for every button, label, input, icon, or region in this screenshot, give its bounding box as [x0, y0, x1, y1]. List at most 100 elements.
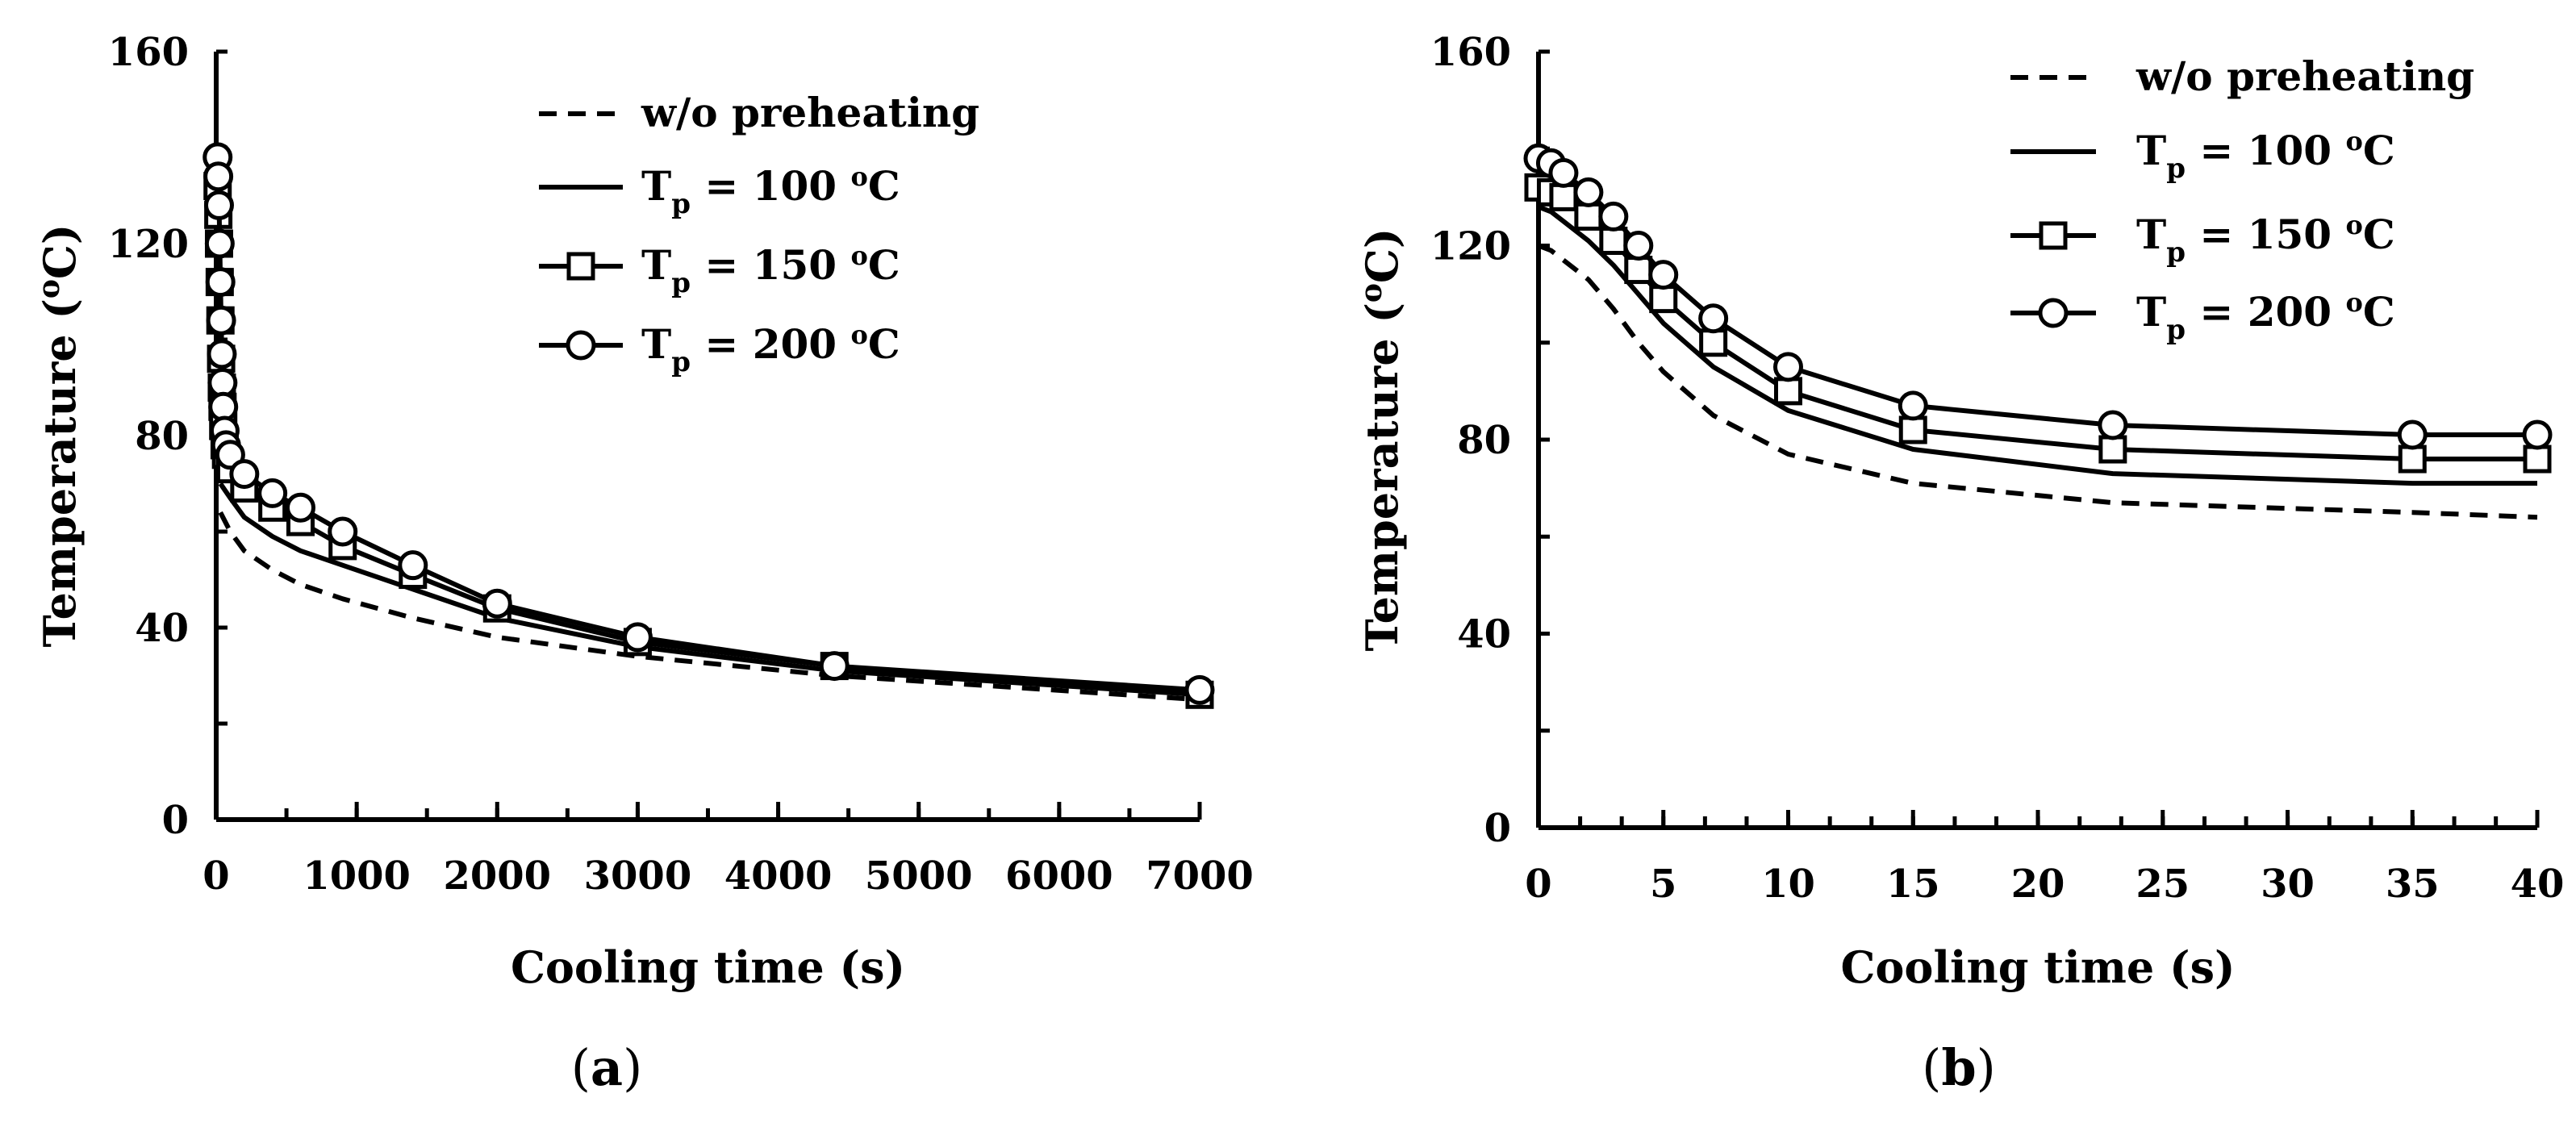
data-point-circle: [1698, 303, 1729, 334]
data-point-circle: [1184, 674, 1215, 705]
x-tick-label: 25: [2136, 862, 2190, 907]
series-line-0: [1537, 243, 2538, 520]
data-point-circle: [208, 391, 239, 422]
legend-label-mid: = 200: [2186, 288, 2346, 336]
chart-panel-a: 0 40 80 120 160 0 1000 2000 3000 4000 5000 6000 7000…: [32, 30, 1254, 1097]
legend-label-mid: = 100: [2186, 127, 2346, 174]
data-point-circle: [229, 459, 260, 490]
x-tick-label: 2000: [443, 853, 551, 899]
data-point-circle: [206, 305, 236, 336]
legend-label-2: Tp = 150 oC: [641, 240, 900, 299]
x-tick-label: 30: [2261, 862, 2315, 907]
y-axis-title-sup: o: [1355, 283, 1388, 303]
y-tick-label: 80: [135, 414, 189, 459]
panel-label-letter: b: [1941, 1038, 1976, 1097]
legend-label-mid: = 150: [691, 241, 851, 289]
legend-label-post: C: [2363, 127, 2395, 174]
legend-label-1: Tp = 100 oC: [641, 161, 900, 220]
x-axis-title: Cooling time (s): [511, 941, 905, 993]
legend-label-post: C: [2363, 211, 2395, 258]
data-point-square: [1599, 226, 1628, 255]
legend-label-sub: p: [2166, 314, 2186, 346]
x-tick-label: 5000: [865, 853, 973, 899]
x-tick-label: 1000: [303, 853, 411, 899]
data-point-circle: [482, 588, 512, 619]
data-point-circle: [203, 161, 234, 192]
legend-label-3: Tp = 200 oC: [641, 319, 900, 378]
legend-marker-square: [2039, 221, 2068, 250]
data-point-square: [1898, 415, 1927, 444]
data-point-circle: [398, 550, 428, 581]
y-tick-label: 0: [162, 798, 189, 843]
y-axis-title-end: C): [34, 224, 86, 280]
y-axis-title-main: Temperature (: [34, 298, 86, 647]
legend-label-1: Tp = 100 oC: [2136, 126, 2395, 185]
y-axis-title: Temperature (oC): [32, 224, 86, 648]
data-point-square: [1649, 285, 1678, 314]
legend-label-mid: = 150: [2186, 211, 2346, 258]
legend-label-pre: T: [2136, 127, 2166, 174]
series-line-1: [1537, 204, 2537, 486]
data-point-square: [1699, 328, 1728, 357]
data-point-circle: [207, 339, 237, 369]
panel-label-close: ): [1977, 1038, 1996, 1097]
legend-label-sup: o: [851, 161, 868, 192]
data-point-circle: [205, 267, 236, 298]
x-tick-label: 0: [202, 853, 229, 899]
legend-label-pre: T: [641, 320, 671, 368]
legend-label-sub: p: [2166, 236, 2186, 269]
y-axis-title-main: Temperature (: [1356, 303, 1408, 651]
data-point-circle: [1623, 231, 1654, 261]
y-tick-label: 40: [1457, 612, 1511, 657]
y-tick-label: 80: [1457, 418, 1511, 463]
data-point-circle: [328, 516, 358, 547]
legend-marker-circle: [2038, 298, 2069, 328]
data-point-circle: [203, 190, 234, 220]
data-point-square: [1774, 377, 1802, 406]
legend-label-post: C: [868, 241, 900, 289]
x-tick-label: 3000: [584, 853, 692, 899]
panel-label-letter: a: [591, 1038, 623, 1097]
legend-label-sub: p: [671, 267, 691, 299]
data-point-square: [2398, 444, 2427, 474]
data-point-square: [1624, 256, 1653, 285]
panel-label-open: (: [1922, 1038, 1941, 1097]
data-point-square: [2523, 444, 2552, 474]
legend-label-2: Tp = 150 oC: [2136, 210, 2395, 269]
data-point-circle: [1648, 260, 1679, 290]
data-point-circle: [2397, 419, 2428, 450]
legend-marker-circle: [566, 330, 596, 361]
legend-label-sup: o: [2346, 210, 2363, 240]
chart-panel-b: 0 40 80 120 160 0 5 10 15 20 25 30 35 40 Cooling time …: [1355, 30, 2564, 1097]
legend-label-mid: = 100: [691, 162, 851, 210]
x-tick-label: 4000: [724, 853, 833, 899]
legend-label-sub: p: [671, 346, 691, 378]
y-tick-label: 0: [1484, 806, 1511, 851]
legend-label-0: w/o preheating: [641, 89, 979, 136]
data-point-square: [1574, 202, 1603, 231]
y-tick-label: 120: [108, 222, 189, 267]
data-point-circle: [819, 651, 850, 682]
panel-label: (b): [1922, 1038, 1996, 1097]
legend-label-post: C: [868, 320, 900, 368]
data-point-circle: [204, 228, 235, 259]
legend-marker-square: [566, 252, 595, 281]
y-tick-label: 40: [135, 606, 189, 651]
data-point-square: [2098, 435, 2127, 464]
legend-label-sub: p: [671, 188, 691, 220]
x-tick-label: 6000: [1005, 853, 1113, 899]
legend-label-sup: o: [2346, 287, 2363, 318]
y-axis-title-sup: o: [32, 279, 66, 298]
legend-label-3: Tp = 200 oC: [2136, 287, 2395, 346]
x-tick-label: 20: [2011, 862, 2065, 907]
data-point-circle: [2098, 410, 2128, 440]
series-line-0: [218, 511, 1200, 703]
legend-label-sup: o: [2346, 126, 2363, 156]
legend-label-pre: T: [641, 241, 671, 289]
legend-label-sup: o: [851, 319, 868, 350]
data-point-circle: [207, 368, 238, 399]
x-tick-label: 5: [1650, 862, 1676, 907]
